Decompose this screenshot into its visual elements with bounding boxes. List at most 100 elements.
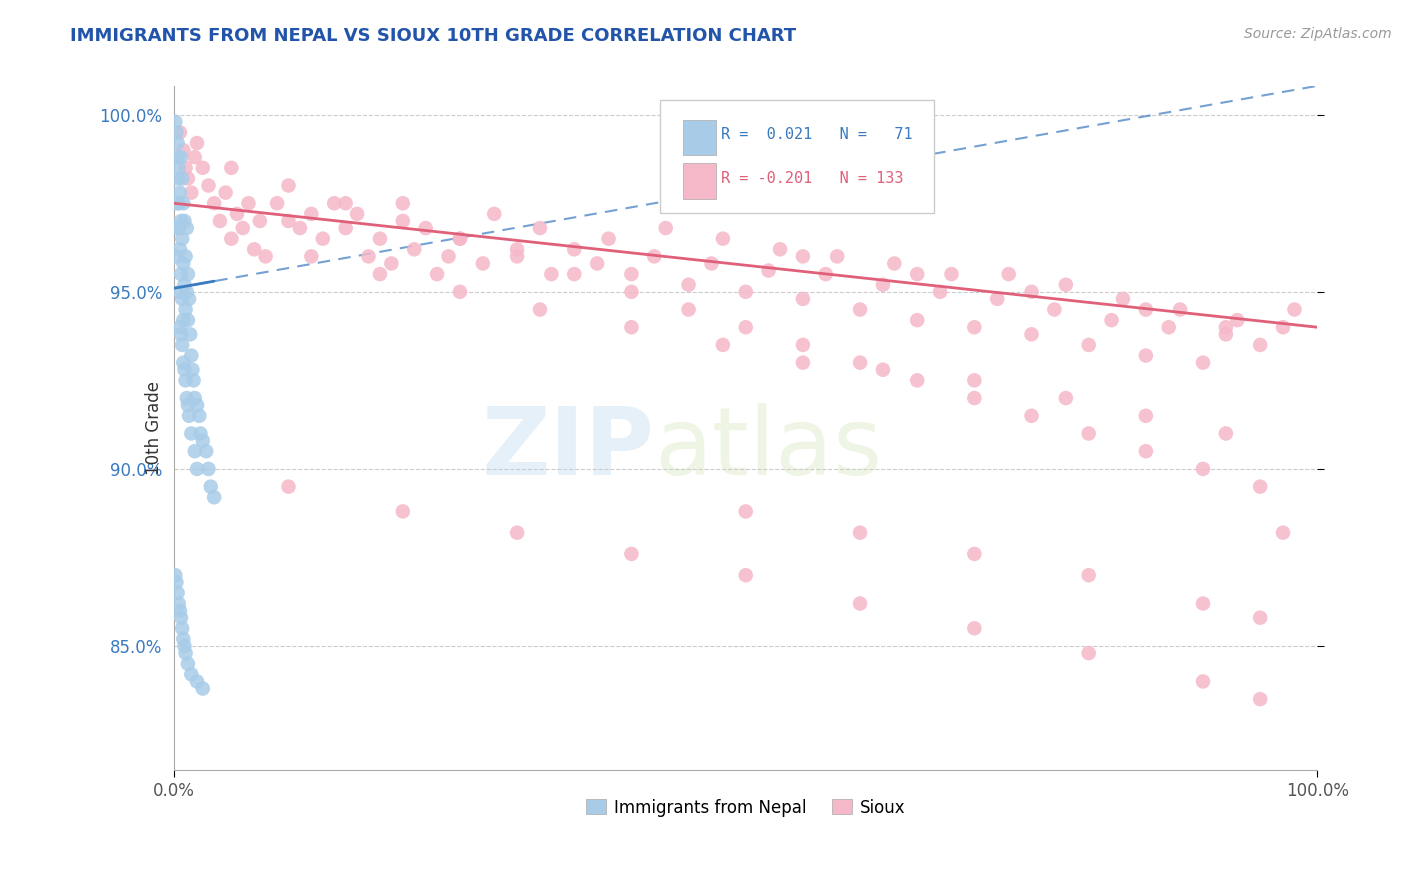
Point [254,249,277,263]
Point [177,267,200,281]
FancyBboxPatch shape [683,163,716,199]
Point [1077,338,1099,352]
Point [173,214,195,228]
Point [1192,356,1215,370]
Point [167,221,190,235]
Point [1054,391,1077,405]
Point [172,621,194,635]
Point [184,444,207,458]
Point [172,232,194,246]
Point [792,292,814,306]
Text: R = -0.201   N = 133: R = -0.201 N = 133 [721,170,903,186]
Point [174,646,197,660]
Point [963,373,986,387]
Point [172,256,194,270]
Point [963,320,986,334]
Point [1192,462,1215,476]
Point [963,621,986,635]
Point [181,362,204,376]
Point [506,249,529,263]
Point [1054,277,1077,292]
Text: atlas: atlas [654,402,883,495]
Point [191,161,214,175]
Point [404,242,426,256]
Point [176,285,198,299]
Point [323,196,346,211]
Point [169,242,191,256]
Point [1215,426,1237,441]
Point [1135,302,1157,317]
Point [1135,349,1157,363]
Point [174,302,197,317]
Point [814,267,837,281]
Point [905,373,928,387]
Point [174,249,197,263]
Point [172,143,194,157]
Point [529,221,551,235]
Point [177,313,200,327]
Point [1043,302,1066,317]
Point [678,277,700,292]
Point [963,547,986,561]
Point [177,171,200,186]
Point [165,575,187,590]
Point [173,277,195,292]
Point [180,349,202,363]
Point [849,302,872,317]
Point [169,285,191,299]
Point [484,207,506,221]
Point [997,267,1019,281]
Point [346,207,368,221]
Point [173,639,195,653]
Point [529,302,551,317]
Point [172,292,194,306]
Point [202,196,225,211]
Point [449,232,471,246]
Point [186,136,208,150]
Point [1192,674,1215,689]
Point [792,338,814,352]
Point [176,221,198,235]
Point [1249,610,1271,624]
Point [734,320,756,334]
Point [734,504,756,518]
Point [208,214,231,228]
Point [711,232,734,246]
Point [391,504,413,518]
Point [184,150,207,164]
Point [170,267,193,281]
Point [1249,692,1271,706]
Point [1135,444,1157,458]
Point [277,214,299,228]
Point [174,373,197,387]
Point [643,249,665,263]
Point [249,214,271,228]
Point [941,267,963,281]
Point [170,150,193,164]
Point [202,490,225,504]
Text: ZIP: ZIP [481,402,654,495]
Point [1249,480,1271,494]
Point [562,242,585,256]
Point [177,292,200,306]
Point [172,171,194,186]
Legend: Immigrants from Nepal, Sioux: Immigrants from Nepal, Sioux [579,792,912,823]
Point [883,256,905,270]
Point [172,338,194,352]
Point [711,338,734,352]
Point [186,398,208,412]
Point [1135,409,1157,423]
Point [758,263,780,277]
Point [166,136,188,150]
Point [1215,327,1237,342]
Point [266,196,288,211]
Point [1021,327,1043,342]
Point [1192,597,1215,611]
Point [1215,320,1237,334]
Point [391,196,413,211]
Point [191,681,214,696]
Point [1021,409,1043,423]
Point [165,125,187,139]
Point [929,285,952,299]
Point [1272,320,1295,334]
